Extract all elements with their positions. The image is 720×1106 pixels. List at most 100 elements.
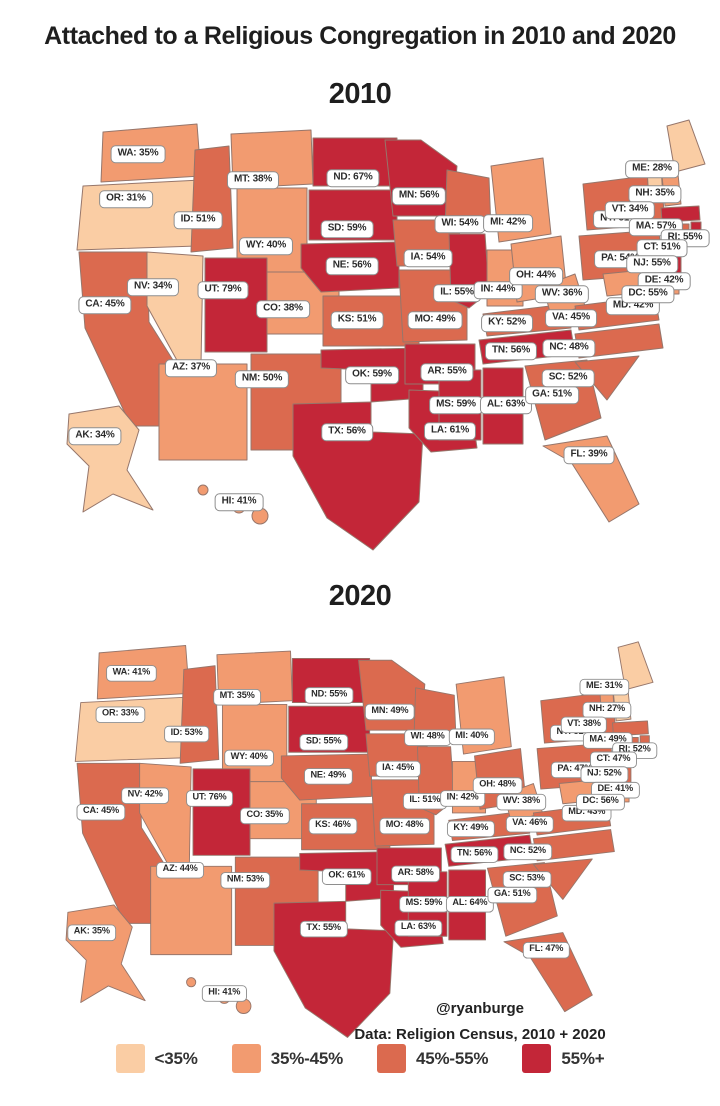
state-value-chip-VT-2010: VT: 34% [604,201,656,219]
state-value-chip-MT-2020: MT: 35% [213,688,262,706]
state-value-chip-MI-2010: MI: 42% [483,214,533,232]
us-states-shapes-2010 [66,119,706,551]
state-value-chip-MS-2010: MS: 59% [429,396,483,414]
legend-swatch-2 [377,1044,406,1073]
state-shape-MA [660,205,701,223]
state-shape-ID [179,665,220,764]
state-value-chip-WI-2010: WI: 54% [434,215,486,233]
state-value-chip-CT-2020: CT: 47% [590,751,637,768]
state-value-chip-KS-2010: KS: 51% [330,311,384,329]
state-value-chip-AL-2020: AL: 64% [445,895,494,913]
state-shape-HI [197,484,209,496]
state-value-chip-ME-2010: ME: 28% [625,160,679,178]
state-value-chip-NC-2020: NC: 52% [503,843,553,860]
state-value-chip-IA-2010: IA: 54% [403,249,453,267]
state-value-chip-HI-2010: HI: 41% [214,493,264,511]
state-shape-HI [186,977,197,988]
state-value-chip-DC-2010: DC: 55% [621,285,675,303]
state-value-chip-MN-2010: MN: 56% [391,187,447,205]
state-value-chip-NJ-2010: NJ: 55% [626,255,678,273]
data-source-caption: Data: Religion Census, 2010 + 2020 [354,1026,606,1043]
state-value-chip-WA-2020: WA: 41% [106,665,157,682]
legend-swatch-1 [231,1044,261,1073]
state-value-chip-LA-2010: LA: 61% [423,422,477,440]
state-value-chip-SC-2020: SC: 53% [502,871,552,888]
state-value-chip-AZ-2020: AZ: 44% [156,861,205,879]
state-value-chip-WY-2010: WY: 40% [238,237,294,255]
state-value-chip-NE-2010: NE: 56% [325,257,379,275]
legend-item-2: 45%-55% [377,1044,489,1073]
state-value-chip-NE-2020: NE: 49% [304,768,353,785]
state-value-chip-FL-2020: FL: 47% [522,941,570,959]
legend-swatch-3 [522,1044,552,1073]
choropleth-map-2020: WA: 41% OR: 33% CA: 45% NV: 42% ID: 53% MT: 3… [55,640,662,1054]
state-value-chip-OR-2010: OR: 31% [99,190,153,208]
state-value-chip-TN-2010: TN: 56% [484,342,538,360]
legend-label-3: 55%+ [561,1048,605,1068]
state-shape-ID [190,145,234,253]
state-value-chip-GA-2010: GA: 51% [525,386,579,404]
state-value-chip-CO-2020: CO: 35% [240,807,290,824]
state-value-chip-LA-2020: LA: 63% [394,919,443,937]
choropleth-map-2010: WA: 35% OR: 31% CA: 45% NV: 34% ID: 51% MT: 3… [55,118,715,568]
state-value-chip-MS-2020: MS: 59% [399,895,449,913]
legend-item-3: 55%+ [522,1044,605,1073]
state-value-chip-AR-2020: AR: 58% [391,865,441,882]
state-value-chip-CT-2010: CT: 51% [636,239,688,257]
state-value-chip-FL-2010: FL: 39% [563,446,615,464]
state-shape-MA [612,720,649,737]
state-value-chip-TX-2020: TX: 55% [299,920,348,937]
legend-item-1: 35%-45% [231,1044,343,1073]
state-value-chip-WV-2010: WV: 36% [534,285,590,303]
state-value-chip-ME-2020: ME: 31% [579,678,629,695]
state-value-chip-SC-2010: SC: 52% [541,369,595,387]
state-value-chip-AK-2010: AK: 34% [68,427,122,445]
state-value-chip-KY-2020: KY: 49% [446,820,495,837]
state-value-chip-TX-2010: TX: 56% [321,423,373,441]
state-value-chip-WY-2020: WY: 40% [224,749,275,766]
state-value-chip-SD-2020: SD: 55% [299,734,348,751]
legend-label-2: 45%-55% [416,1048,489,1068]
state-value-chip-CO-2010: CO: 38% [256,300,310,318]
state-value-chip-UT-2020: UT: 76% [186,790,233,807]
state-value-chip-OH-2020: OH: 48% [472,777,523,794]
state-value-chip-OR-2020: OR: 33% [95,706,146,723]
state-value-chip-IL-2020: IL: 51% [402,792,447,810]
state-value-chip-AZ-2010: AZ: 37% [164,359,218,377]
state-value-chip-IN-2010: IN: 44% [473,281,523,299]
state-value-chip-NV-2020: NV: 42% [121,787,170,804]
color-legend: <35% 35%-45% 45%-55% 55%+ [0,1044,720,1073]
page-title: Attached to a Religious Congregation in … [44,22,676,50]
state-value-chip-NM-2010: NM: 50% [234,370,290,388]
state-value-chip-TN-2020: TN: 56% [450,846,499,863]
state-value-chip-NM-2020: NM: 53% [220,872,271,889]
state-shape-AZ [150,865,233,956]
state-value-chip-HI-2020: HI: 41% [201,985,247,1002]
state-value-chip-OK-2020: OK: 61% [321,868,372,885]
state-value-chip-CA-2020: CA: 45% [76,803,126,821]
state-value-chip-IA-2020: IA: 45% [375,760,421,777]
state-value-chip-NH-2020: NH: 27% [582,701,632,718]
state-value-chip-IL-2010: IL: 55% [433,284,481,302]
state-shape-ME [666,119,706,173]
state-value-chip-AR-2010: AR: 55% [420,363,474,381]
state-value-chip-UT-2010: UT: 79% [197,281,249,299]
state-shape-ME [617,641,654,691]
state-value-chip-NH-2010: NH: 35% [628,185,682,203]
state-value-chip-NV-2010: NV: 34% [126,278,180,296]
state-value-chip-OH-2010: OH: 44% [509,267,563,285]
state-value-chip-VA-2010: VA: 45% [545,309,597,327]
state-value-chip-WV-2020: WV: 38% [496,793,547,810]
state-value-chip-VA-2020: VA: 46% [505,815,554,833]
legend-item-0: <35% [115,1044,198,1073]
state-value-chip-NJ-2020: NJ: 52% [580,766,628,783]
state-value-chip-ID-2010: ID: 51% [173,211,223,229]
state-value-chip-ND-2020: ND: 55% [304,687,354,704]
state-value-chip-VT-2020: VT: 38% [560,716,608,733]
state-value-chip-KS-2020: KS: 46% [308,817,358,834]
legend-label-0: <35% [154,1048,198,1068]
state-value-chip-AL-2010: AL: 63% [479,396,533,414]
state-value-chip-MI-2020: MI: 40% [448,728,495,745]
state-value-chip-IN-2020: IN: 42% [440,790,485,807]
